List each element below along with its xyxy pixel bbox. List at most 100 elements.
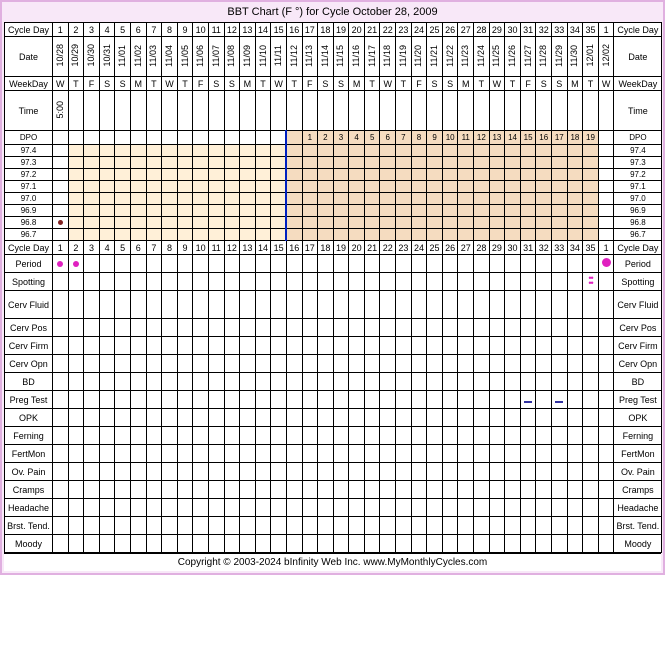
cell xyxy=(411,409,427,427)
cell: 34 xyxy=(567,23,583,37)
cell xyxy=(177,131,193,145)
cell xyxy=(411,355,427,373)
cell xyxy=(598,193,614,205)
cell xyxy=(286,391,302,409)
cell xyxy=(505,273,521,291)
cell xyxy=(567,499,583,517)
cell xyxy=(567,319,583,337)
cell xyxy=(193,535,209,553)
cell xyxy=(349,445,365,463)
cell xyxy=(318,337,334,355)
row-label-right: Preg Test xyxy=(614,391,662,409)
cell xyxy=(84,181,100,193)
cell xyxy=(146,535,162,553)
cell xyxy=(286,481,302,499)
cell xyxy=(536,193,552,205)
cell xyxy=(489,157,505,169)
row-label-right: Moody xyxy=(614,535,662,553)
cell xyxy=(442,255,458,273)
cell: 10/28 xyxy=(53,37,69,77)
cell: T xyxy=(583,77,599,91)
cell: 33 xyxy=(552,23,568,37)
row-label-left: 96.7 xyxy=(5,229,53,241)
cell xyxy=(162,355,178,373)
cell xyxy=(505,229,521,241)
cell xyxy=(552,319,568,337)
cell: 26 xyxy=(442,241,458,255)
cell xyxy=(489,291,505,319)
cell xyxy=(224,499,240,517)
cell xyxy=(489,145,505,157)
cell xyxy=(286,193,302,205)
row-label-left: DPO xyxy=(5,131,53,145)
cell xyxy=(224,181,240,193)
cell xyxy=(598,273,614,291)
cell xyxy=(130,157,146,169)
cell xyxy=(193,217,209,229)
cell xyxy=(567,145,583,157)
cell xyxy=(255,91,271,131)
cell xyxy=(411,255,427,273)
cell: 18 xyxy=(318,241,334,255)
cell: 5 xyxy=(115,241,131,255)
cell xyxy=(364,535,380,553)
cell xyxy=(255,391,271,409)
cell xyxy=(567,193,583,205)
cell xyxy=(364,337,380,355)
cell xyxy=(489,373,505,391)
cell: 11 xyxy=(458,131,474,145)
cell: S xyxy=(333,77,349,91)
cell xyxy=(380,373,396,391)
cell: 10 xyxy=(193,241,209,255)
cell xyxy=(349,463,365,481)
cell xyxy=(271,535,287,553)
cell xyxy=(520,291,536,319)
cell xyxy=(364,217,380,229)
cell: 11/11 xyxy=(271,37,287,77)
cell xyxy=(130,481,146,499)
cell xyxy=(505,181,521,193)
cell xyxy=(193,291,209,319)
cell xyxy=(84,517,100,535)
cell xyxy=(396,481,412,499)
cell xyxy=(380,205,396,217)
cell: 22 xyxy=(380,23,396,37)
cell xyxy=(505,91,521,131)
cell xyxy=(208,535,224,553)
cell: 11/24 xyxy=(474,37,490,77)
cell xyxy=(53,229,69,241)
cell xyxy=(442,229,458,241)
cell xyxy=(474,181,490,193)
cell xyxy=(396,391,412,409)
row-label-right: WeekDay xyxy=(614,77,662,91)
cell xyxy=(271,131,287,145)
cell xyxy=(240,319,256,337)
cell xyxy=(99,145,115,157)
cell xyxy=(240,217,256,229)
cell xyxy=(505,445,521,463)
cell xyxy=(442,445,458,463)
cell xyxy=(318,255,334,273)
cell xyxy=(224,391,240,409)
cell xyxy=(520,181,536,193)
cell: 25 xyxy=(427,23,443,37)
cell xyxy=(68,193,84,205)
cell: 11/15 xyxy=(333,37,349,77)
cell xyxy=(536,91,552,131)
cell: 13 xyxy=(240,241,256,255)
cell xyxy=(208,291,224,319)
cell xyxy=(411,273,427,291)
cell xyxy=(458,255,474,273)
cell xyxy=(271,169,287,181)
cell xyxy=(68,535,84,553)
cell xyxy=(240,169,256,181)
cell xyxy=(349,255,365,273)
row-label-left: Ov. Pain xyxy=(5,463,53,481)
cell xyxy=(427,517,443,535)
cell xyxy=(130,499,146,517)
cell xyxy=(302,517,318,535)
cell xyxy=(240,193,256,205)
row-label-right: BD xyxy=(614,373,662,391)
row-label-right: Cerv Firm xyxy=(614,337,662,355)
cell xyxy=(505,193,521,205)
